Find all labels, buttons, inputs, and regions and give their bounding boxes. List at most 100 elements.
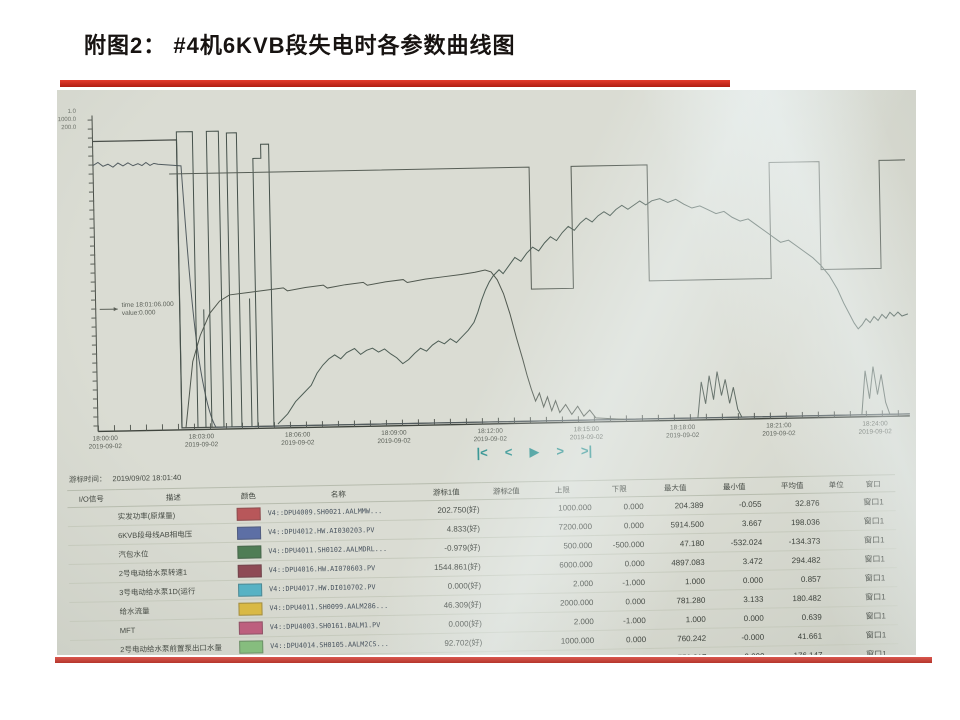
previous-button[interactable]: < — [504, 444, 513, 460]
io-signal-cell — [68, 544, 117, 565]
tick-date: 2019-09-02 — [281, 439, 315, 447]
max-value-cell: 47.180 — [646, 533, 707, 554]
max-value-cell: 4897.083 — [646, 552, 707, 573]
bottom-rule — [55, 657, 932, 663]
col-io-signal: I/O信号 — [67, 489, 116, 508]
window-cell: 窗口1 — [852, 548, 897, 569]
tick-date: 2019-09-02 — [88, 443, 123, 451]
window-cell: 窗口1 — [851, 491, 896, 512]
col-cursor2: 游标2值 — [481, 481, 532, 500]
color-cell — [232, 579, 268, 600]
description-cell: 实发功率(原煤量) — [115, 504, 232, 526]
tick-date: 2019-09-02 — [184, 441, 219, 449]
io-signal-cell — [70, 639, 119, 655]
col-cursor1: 游标1值 — [411, 482, 482, 501]
min-value-cell: 3.667 — [705, 513, 765, 534]
min-value-cell: 0.000 — [707, 608, 766, 629]
pen-color-swatch — [239, 639, 264, 654]
tick-date: 2019-09-02 — [762, 430, 796, 438]
time-axis-tick: 18:15:00 2019-09-02 — [565, 426, 607, 443]
color-cell — [231, 522, 267, 543]
cursor1-value-cell: 46.309(好) — [413, 594, 484, 615]
high-limit-cell: 2.000 — [532, 573, 596, 594]
first-page-button[interactable]: |< — [476, 444, 488, 461]
max-value-cell: 760.242 — [647, 628, 709, 649]
screen-photo: 1.0 1000.0 200.0 — [57, 90, 916, 655]
cursor2-value-cell — [482, 555, 533, 576]
cursor2-value-cell — [481, 498, 532, 519]
cursor-time-row: 游标时间： 2019/09/02 18:01:40 — [69, 472, 182, 485]
table-body: 实发功率(原煤量) V4::DPU4009.SH0021.AALMMW... 2… — [67, 491, 899, 655]
time-axis-tick: 18:00:00 2019-09-02 — [84, 435, 126, 452]
col-low-limit: 下限 — [593, 479, 646, 498]
tick-date: 2019-09-02 — [569, 433, 604, 442]
window-cell: 窗口1 — [852, 567, 898, 588]
play-button[interactable]: ▶ — [529, 444, 540, 460]
cursor2-value-cell — [481, 517, 533, 538]
time-axis-tick: 18:09:00 2019-09-02 — [373, 429, 415, 446]
unit-cell — [824, 644, 855, 655]
next-button[interactable]: > — [556, 443, 565, 459]
col-color: 颜色 — [231, 486, 266, 505]
io-signal-cell — [67, 525, 117, 546]
cursor2-value-cell — [483, 612, 534, 633]
average-value-cell: 294.482 — [764, 550, 823, 571]
cursor-annotation-time: time 18:01:06.000 — [122, 301, 175, 309]
high-limit-cell: 1000.000 — [531, 497, 594, 518]
min-value-cell: -0.055 — [705, 494, 764, 515]
max-value-cell: 5914.500 — [645, 514, 707, 535]
time-axis-tick: 18:18:00 2019-09-02 — [662, 424, 704, 441]
low-limit-cell: 0.000 — [595, 591, 648, 612]
pen-color-swatch — [236, 506, 261, 521]
average-value-cell: 176.147 — [766, 645, 825, 655]
average-value-cell: 32.876 — [763, 493, 822, 514]
col-max: 最大值 — [645, 478, 706, 497]
col-unit: 单位 — [821, 475, 852, 494]
cursor2-value-cell — [482, 574, 534, 595]
pen-color-swatch — [238, 601, 263, 616]
color-cell — [232, 541, 267, 562]
max-value-cell: 1.000 — [646, 571, 708, 592]
min-value-cell: 3.133 — [707, 589, 766, 610]
tick-date: 2019-09-02 — [666, 431, 700, 440]
io-signal-cell — [68, 582, 118, 603]
cursor-time-value: 2019/09/02 18:01:40 — [112, 472, 182, 484]
color-cell — [231, 503, 266, 524]
cursor-annotation-value: value:0.000 — [122, 309, 156, 317]
low-limit-cell: -500.000 — [594, 534, 647, 555]
col-high-limit: 上限 — [531, 480, 594, 499]
color-cell — [234, 636, 269, 655]
tick-date: 2019-09-02 — [858, 428, 892, 436]
unit-cell — [822, 568, 854, 589]
tick-date: 2019-09-02 — [473, 435, 507, 444]
page-title: 附图2： #4机6KVB段失电时各参数曲线图 — [84, 33, 516, 58]
description-cell: 6KVB段母线AB相电压 — [115, 523, 233, 545]
high-limit-cell: 500.000 — [532, 535, 595, 556]
cursor-time-label: 游标时间： — [68, 474, 107, 485]
unit-cell — [821, 492, 852, 513]
cursor1-value-cell: 0.000(好) — [413, 613, 484, 634]
high-limit-cell: 7200.000 — [531, 516, 595, 537]
max-value-cell: 781.280 — [647, 590, 708, 611]
window-cell: 窗口1 — [854, 643, 899, 655]
color-cell — [233, 598, 268, 619]
pen-color-swatch — [237, 544, 262, 559]
min-value-cell: 0.000 — [708, 646, 767, 655]
trend-chart: time 18:01:06.000 value:0.000 — [87, 115, 910, 433]
last-page-button[interactable]: >| — [580, 442, 593, 459]
time-axis-tick: 18:12:00 2019-09-02 — [469, 428, 511, 445]
tick-date: 2019-09-02 — [377, 437, 411, 446]
high-limit-cell: 2000.000 — [533, 592, 596, 613]
low-limit-cell: 0.000 — [596, 648, 649, 655]
cursor1-value-cell: 202.750(好) — [411, 499, 482, 520]
window-cell: 窗口1 — [853, 586, 898, 607]
title-underline-rule — [60, 80, 730, 87]
cursor2-value-cell — [483, 593, 534, 614]
cursor1-value-cell: 4.833(好) — [411, 518, 483, 539]
window-cell: 窗口1 — [853, 624, 899, 645]
max-value-cell: 750.317 — [648, 647, 709, 655]
max-value-cell: 1.000 — [647, 609, 708, 630]
average-value-cell: -134.373 — [764, 531, 823, 552]
unit-cell — [823, 606, 854, 627]
cursor2-value-cell — [484, 650, 535, 655]
